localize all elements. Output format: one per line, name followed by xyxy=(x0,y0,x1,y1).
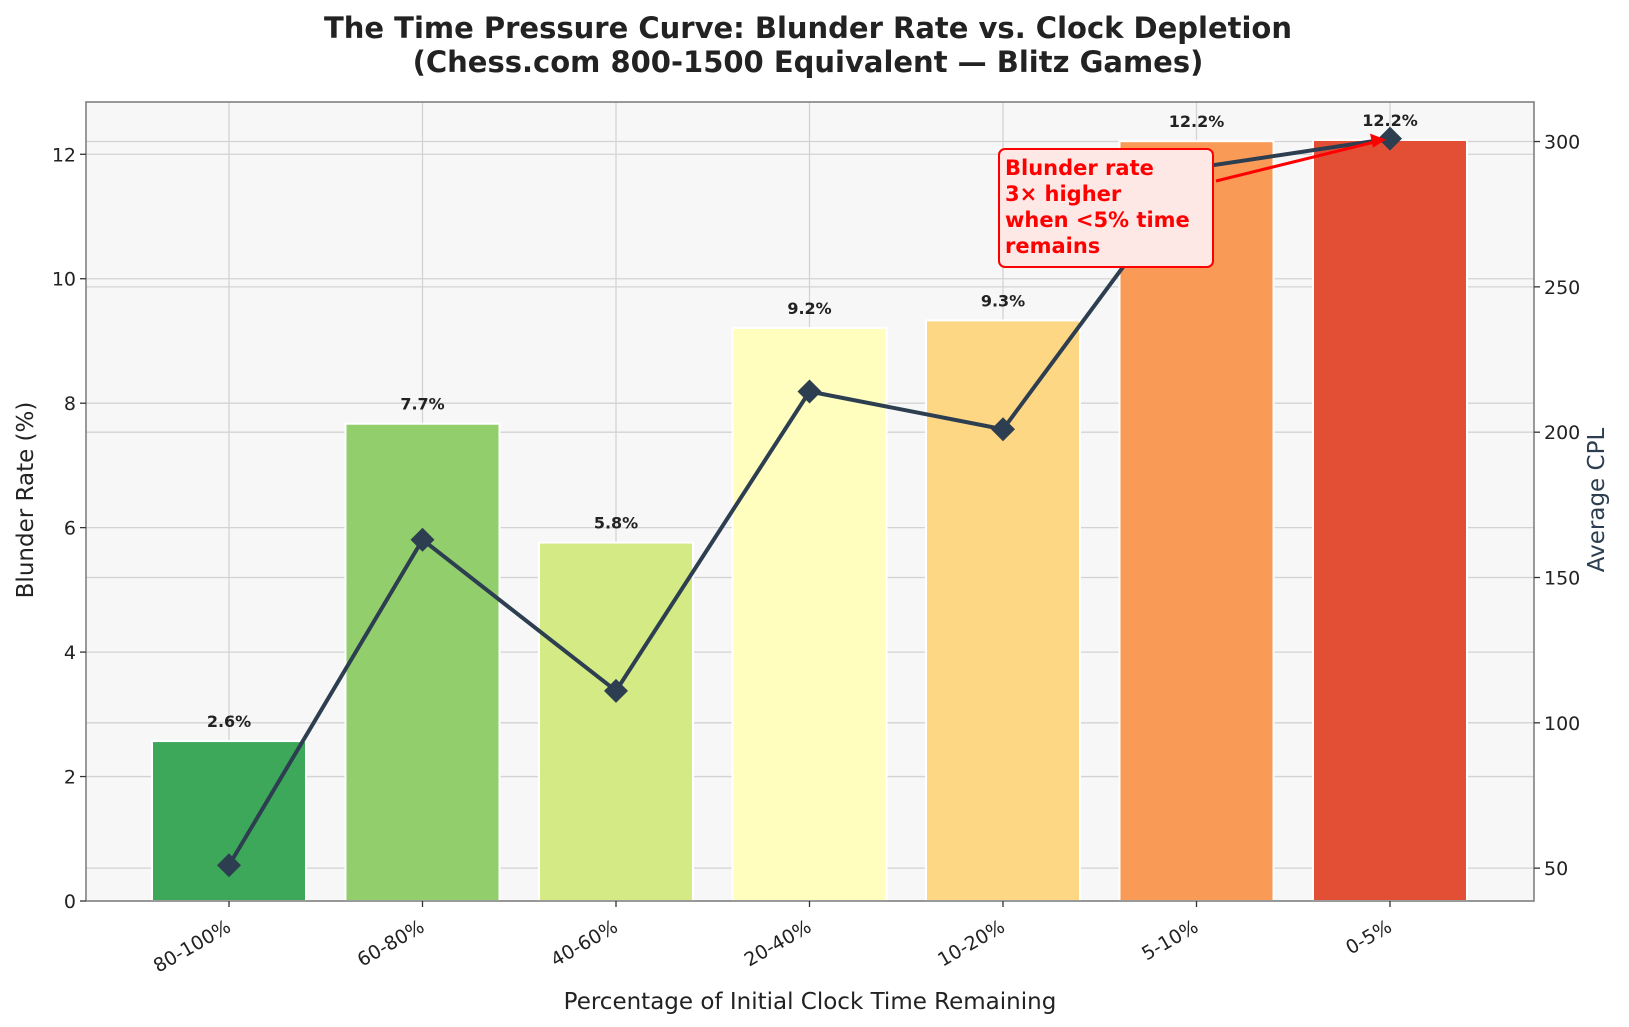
x-tick-label: 20-40% xyxy=(741,916,815,972)
x-tick-label: 80-100% xyxy=(150,916,235,978)
bar-value-label: 9.3% xyxy=(981,291,1025,310)
right-y-ticks: 50 100 150 200 250 300 xyxy=(1534,132,1580,880)
left-y-ticks: 0 2 4 6 8 10 12 xyxy=(52,144,86,913)
x-ticks: 80-100% 60-80% 40-60% 20-40% 10-20% 5-10% 0-5% xyxy=(150,901,1396,977)
right-tick-label: 200 xyxy=(1544,422,1580,444)
cpl-marker-40-60% xyxy=(604,678,628,703)
x-axis-label: Percentage of Initial Clock Time Remaini… xyxy=(564,989,1057,1015)
bar-value-label: 7.7% xyxy=(400,395,444,414)
annotation-text-line: remains xyxy=(1005,234,1100,258)
annotation-text-line: when <5% time xyxy=(1005,208,1190,232)
y-axis-label-left: Blunder Rate (%) xyxy=(13,402,39,599)
left-tick-label: 2 xyxy=(64,767,76,789)
x-tick-label: 60-80% xyxy=(354,916,428,972)
bar-value-label: 9.2% xyxy=(787,299,831,318)
bar-label-layer: 2.6% 7.7% 5.8% 9.2% 9.3% 12.2% 12.2% xyxy=(207,111,1418,731)
x-tick-label: 5-10% xyxy=(1138,916,1202,966)
y-axis-label-right: Average CPL xyxy=(1584,428,1610,573)
left-tick-label: 8 xyxy=(64,393,76,415)
chart-title-line-1: The Time Pressure Curve: Blunder Rate vs… xyxy=(324,11,1292,45)
left-tick-label: 0 xyxy=(64,891,76,913)
annotation-arrow-head xyxy=(1370,133,1386,148)
left-tick-label: 4 xyxy=(64,642,76,664)
right-tick-label: 300 xyxy=(1544,132,1580,154)
annotation-text-line: Blunder rate xyxy=(1005,156,1154,180)
bar-60-80% xyxy=(344,422,501,902)
cpl-marker-0-5% xyxy=(1378,126,1402,151)
annotation-box xyxy=(998,148,1214,268)
bar-10-20% xyxy=(925,319,1081,902)
bar-20-40% xyxy=(731,326,888,903)
right-tick-label: 150 xyxy=(1544,568,1580,590)
bar-0-5% xyxy=(1312,138,1468,902)
cpl-marker-80-100% xyxy=(217,853,241,878)
x-tick-label: 40-60% xyxy=(547,916,621,972)
bar-value-label: 5.8% xyxy=(594,514,638,533)
right-tick-label: 100 xyxy=(1544,713,1580,735)
bar-value-label: 2.6% xyxy=(207,712,251,731)
x-tick-label: 0-5% xyxy=(1342,916,1396,960)
left-tick-label: 12 xyxy=(52,144,76,166)
x-tick-label: 10-20% xyxy=(934,916,1008,972)
annotation-arrow-shaft xyxy=(1215,140,1377,183)
right-tick-label: 250 xyxy=(1544,277,1580,299)
bar-value-label: 12.2% xyxy=(1362,111,1418,130)
cpl-marker-60-80% xyxy=(410,527,435,552)
cpl-marker-10-20% xyxy=(991,417,1015,442)
left-tick-label: 6 xyxy=(64,518,76,540)
left-tick-label: 10 xyxy=(52,269,76,291)
cpl-marker-20-40% xyxy=(797,379,822,404)
bar-40-60% xyxy=(538,541,694,902)
bar-value-label: 12.2% xyxy=(1169,112,1225,131)
annotation-text-line: 3× higher xyxy=(1005,182,1122,206)
right-tick-label: 50 xyxy=(1544,858,1568,880)
chart-title-line-2: (Chess.com 800-1500 Equivalent — Blitz G… xyxy=(413,45,1204,79)
